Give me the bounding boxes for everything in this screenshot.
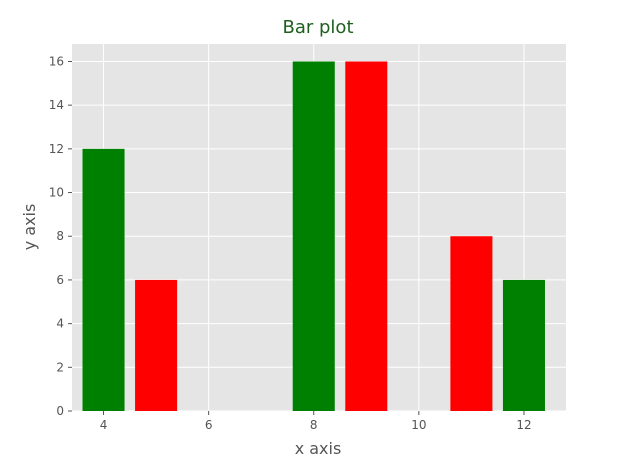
y-tick-label: 16 <box>49 54 64 68</box>
x-axis-label: x axis <box>295 439 342 458</box>
bar <box>292 61 335 411</box>
y-tick-label: 12 <box>49 142 64 156</box>
y-tick-label: 2 <box>56 360 64 374</box>
y-tick-label: 4 <box>56 317 64 331</box>
bar <box>450 236 493 411</box>
bar <box>135 279 178 411</box>
x-tick-label: 10 <box>411 418 426 432</box>
chart-title: Bar plot <box>283 17 354 38</box>
y-tick-label: 14 <box>49 98 64 112</box>
x-tick-label: 8 <box>310 418 318 432</box>
bar <box>502 279 545 411</box>
bar <box>82 148 125 411</box>
y-tick-label: 6 <box>56 273 64 287</box>
y-axis-label: y axis <box>20 204 39 251</box>
bar <box>345 61 388 411</box>
y-tick-label: 0 <box>56 404 64 418</box>
x-tick-label: 12 <box>516 418 531 432</box>
y-tick-label: 8 <box>56 229 64 243</box>
x-tick-label: 6 <box>205 418 213 432</box>
y-tick-label: 10 <box>49 186 64 200</box>
x-tick-label: 4 <box>100 418 108 432</box>
